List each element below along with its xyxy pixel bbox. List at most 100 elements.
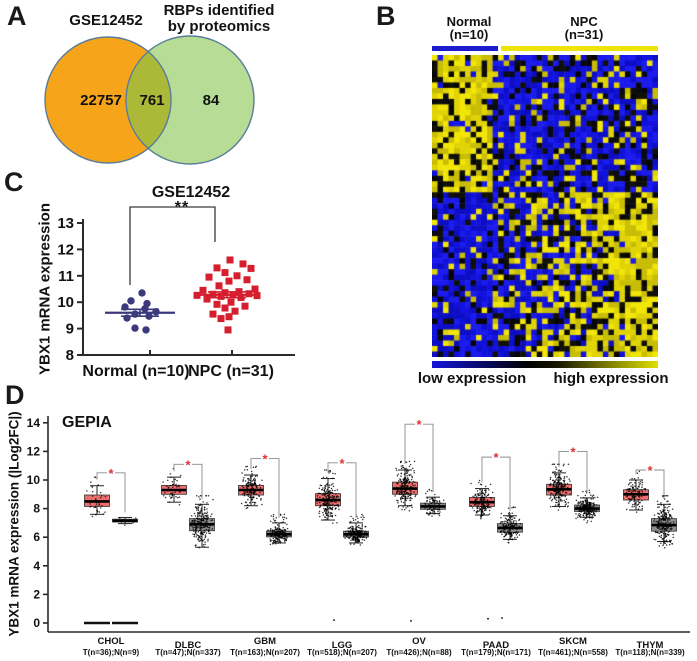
d-data-point bbox=[197, 531, 200, 533]
d-data-point bbox=[397, 473, 400, 475]
d-data-point bbox=[660, 502, 662, 504]
d-data-point bbox=[580, 505, 582, 508]
d-data-point bbox=[595, 509, 598, 512]
d-data-point bbox=[670, 521, 672, 524]
d-data-point bbox=[425, 492, 427, 495]
d-data-point bbox=[550, 492, 552, 494]
d-data-point bbox=[564, 484, 566, 486]
d-data-point bbox=[664, 509, 666, 511]
d-data-point bbox=[246, 485, 249, 487]
d-data-point bbox=[627, 483, 630, 486]
d-data-point bbox=[479, 508, 482, 510]
d-data-point bbox=[563, 494, 565, 496]
d-data-point bbox=[434, 493, 436, 496]
d-data-point bbox=[86, 490, 88, 492]
d-data-point bbox=[95, 498, 97, 500]
d-data-point bbox=[667, 494, 669, 497]
d-data-point bbox=[197, 535, 200, 537]
c-y-tick-label: 10 bbox=[57, 294, 74, 311]
d-data-point bbox=[510, 521, 512, 523]
heatmap-group2-name: NPC bbox=[570, 14, 598, 29]
c-data-point bbox=[247, 264, 255, 272]
d-data-point bbox=[202, 533, 205, 536]
d-category-label: LGG bbox=[332, 640, 353, 651]
d-data-point bbox=[557, 483, 560, 486]
d-data-point bbox=[410, 504, 413, 506]
d-data-point bbox=[577, 516, 579, 518]
d-data-point bbox=[516, 531, 518, 534]
d-data-point bbox=[404, 477, 406, 480]
d-data-point bbox=[630, 481, 632, 484]
d-data-point bbox=[178, 486, 180, 488]
d-data-point bbox=[666, 540, 668, 543]
d-data-point bbox=[661, 527, 664, 529]
d-data-point bbox=[488, 513, 491, 515]
c-significance-stars: ** bbox=[175, 199, 189, 216]
venn-overlap-region bbox=[126, 37, 171, 163]
d-boxplot-group-paad: * bbox=[469, 450, 523, 620]
heatmap-group2-n: (n=31) bbox=[564, 27, 604, 42]
d-data-point bbox=[664, 547, 666, 549]
d-data-point bbox=[569, 480, 571, 482]
d-data-point bbox=[397, 506, 400, 508]
d-data-point bbox=[485, 495, 487, 498]
d-data-point bbox=[364, 531, 366, 534]
d-data-point bbox=[170, 476, 172, 479]
d-data-point bbox=[273, 530, 276, 532]
d-data-point bbox=[640, 480, 642, 483]
d-data-point bbox=[351, 527, 353, 530]
d-data-point bbox=[628, 500, 631, 503]
d-data-point bbox=[172, 486, 174, 489]
panel-b-label: B bbox=[376, 1, 396, 31]
d-data-point bbox=[668, 510, 670, 512]
d-significance-star: * bbox=[416, 417, 422, 432]
d-data-point bbox=[197, 518, 199, 520]
d-data-point bbox=[249, 476, 252, 478]
d-data-point bbox=[586, 499, 588, 501]
d-data-point bbox=[641, 486, 643, 489]
d-data-point bbox=[553, 490, 555, 492]
c-y-tick-label: 8 bbox=[66, 347, 74, 364]
d-data-point bbox=[657, 527, 660, 529]
d-data-point bbox=[424, 503, 427, 506]
d-data-point bbox=[328, 486, 331, 489]
d-data-point bbox=[334, 489, 336, 492]
d-data-point bbox=[199, 539, 202, 542]
d-data-point bbox=[101, 504, 103, 507]
d-data-point bbox=[400, 491, 402, 493]
d-data-point bbox=[324, 491, 327, 494]
d-data-point bbox=[272, 537, 274, 540]
d-data-point bbox=[197, 509, 200, 512]
d-data-point bbox=[552, 494, 555, 496]
d-data-point bbox=[559, 476, 561, 479]
d-data-point bbox=[670, 527, 673, 530]
d-data-point bbox=[276, 537, 279, 540]
d-data-point bbox=[667, 534, 669, 536]
d-data-point bbox=[319, 504, 322, 507]
d-sample-sizes-label: T(n=36);N(n=9) bbox=[83, 648, 140, 657]
d-data-point bbox=[633, 477, 636, 480]
d-data-point bbox=[329, 489, 331, 492]
d-data-point bbox=[199, 498, 201, 500]
d-data-point bbox=[658, 535, 661, 538]
d-data-point bbox=[658, 506, 660, 508]
d-data-point bbox=[250, 470, 253, 473]
d-data-point bbox=[518, 534, 521, 536]
d-data-point bbox=[178, 496, 181, 498]
d-data-point bbox=[259, 491, 261, 494]
d-data-point bbox=[553, 473, 556, 475]
d-data-point bbox=[396, 474, 399, 477]
d-data-point bbox=[272, 536, 274, 538]
d-data-point bbox=[196, 526, 198, 528]
d-data-point bbox=[246, 465, 248, 468]
d-data-point bbox=[281, 530, 284, 533]
d-data-point bbox=[590, 502, 592, 504]
d-data-point bbox=[360, 516, 362, 519]
d-data-point bbox=[510, 516, 513, 518]
d-data-point bbox=[504, 520, 506, 522]
d-data-point bbox=[663, 514, 666, 517]
d-data-point bbox=[100, 495, 103, 497]
d-data-point bbox=[583, 518, 585, 521]
d-data-point bbox=[486, 503, 488, 505]
